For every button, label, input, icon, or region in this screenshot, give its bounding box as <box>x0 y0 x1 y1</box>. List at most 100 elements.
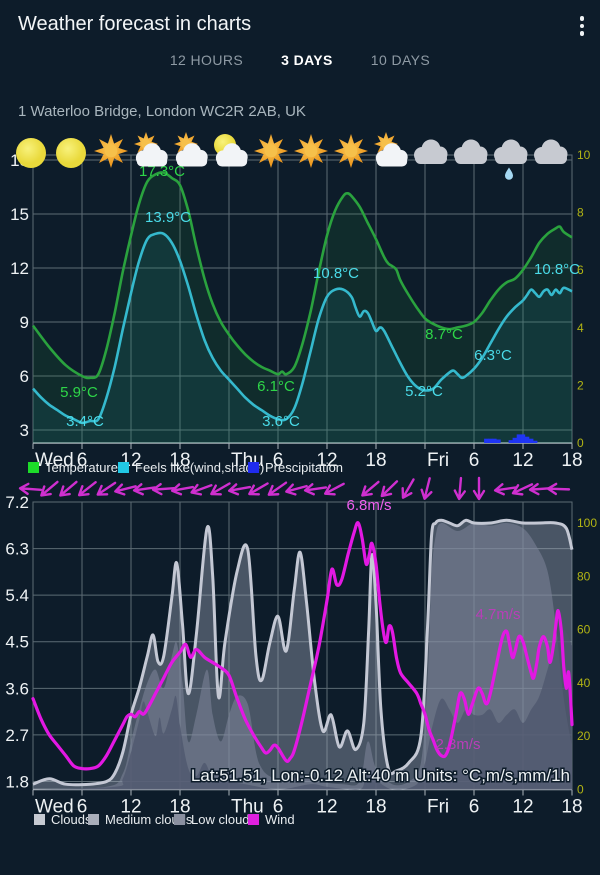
tab-3-days[interactable]: 3 DAYS <box>281 52 333 68</box>
svg-text:40: 40 <box>577 676 591 690</box>
weather-icon-disc-cloud <box>214 134 248 167</box>
tab-12-hours[interactable]: 12 HOURS <box>169 52 244 68</box>
svg-text:9: 9 <box>20 313 29 332</box>
legend-swatch <box>248 814 259 825</box>
svg-text:100: 100 <box>577 516 597 530</box>
svg-text:12: 12 <box>316 450 337 471</box>
svg-text:Wed: Wed <box>35 797 74 818</box>
legend-item-clouds: Clouds <box>34 812 91 827</box>
legend-item-feels-like-wind-shade-: Feels like(wind,shade) <box>118 460 264 475</box>
wind-direction-arrow <box>285 483 308 496</box>
svg-text:18: 18 <box>169 450 190 471</box>
svg-text:10: 10 <box>577 148 591 162</box>
overflow-menu-icon[interactable] <box>571 14 593 38</box>
legend-label: Prescipitation <box>265 460 344 475</box>
wind-direction-arrow <box>132 483 157 496</box>
wind-direction-arrow <box>248 482 269 496</box>
wind-direction-arrow <box>323 482 345 496</box>
svg-text:12: 12 <box>120 797 141 818</box>
svg-text:18: 18 <box>365 797 386 818</box>
weather-icon-drizzle <box>494 139 528 180</box>
weather-icon-sunny <box>254 134 288 168</box>
svg-text:Fri: Fri <box>427 797 449 818</box>
weather-icon-cloudy <box>414 139 448 164</box>
weather-icon-clear <box>56 138 86 168</box>
wind-direction-arrow <box>190 483 213 496</box>
svg-text:10.8°C: 10.8°C <box>534 261 580 278</box>
legend-item-wind: Wind <box>248 812 295 827</box>
svg-text:3: 3 <box>20 421 29 440</box>
svg-text:18: 18 <box>169 797 190 818</box>
svg-text:6: 6 <box>77 797 88 818</box>
svg-text:2: 2 <box>577 378 584 392</box>
wind-direction-arrow <box>59 480 78 497</box>
wind-direction-arrow <box>114 483 137 496</box>
legend-item-prescipitation: Prescipitation <box>248 460 343 475</box>
legend-label: Medium clouds <box>105 812 193 827</box>
svg-text:2.7: 2.7 <box>5 726 29 745</box>
svg-text:6: 6 <box>77 450 88 471</box>
svg-text:6: 6 <box>469 797 480 818</box>
wind-direction-arrow <box>267 481 288 496</box>
app-title: Weather forecast in charts <box>18 13 252 35</box>
tab-bar: 12 HOURS 3 DAYS 10 DAYS <box>0 52 600 68</box>
svg-text:0: 0 <box>577 783 584 797</box>
wind-direction-arrow <box>77 481 97 497</box>
svg-text:Thu: Thu <box>231 797 264 818</box>
app-bar: Weather forecast in charts <box>0 0 600 48</box>
svg-text:12: 12 <box>10 259 29 278</box>
legend-label: Low clouds <box>191 812 257 827</box>
wind-direction-arrow <box>511 483 534 496</box>
svg-text:8: 8 <box>577 206 584 220</box>
wind-direction-arrow <box>96 481 117 496</box>
svg-text:6: 6 <box>273 797 284 818</box>
svg-text:8.7°C: 8.7°C <box>425 326 463 343</box>
temperature-chart-legend: Temperature Feels like(wind,shade) Prescip… <box>0 460 600 476</box>
clouds-wind-chart-legend: Clouds Medium clouds Low clouds Wind <box>0 812 600 828</box>
svg-text:6.3°C: 6.3°C <box>474 347 512 364</box>
weather-icon-sun-cloud <box>134 132 168 167</box>
svg-text:80: 80 <box>577 569 591 583</box>
svg-text:4: 4 <box>577 321 584 335</box>
svg-text:10.8°C: 10.8°C <box>313 265 359 282</box>
legend-swatch <box>248 462 259 473</box>
wind-direction-arrow <box>546 482 571 496</box>
wind-direction-arrow <box>420 477 433 500</box>
svg-text:12: 12 <box>512 450 533 471</box>
wind-direction-arrow <box>303 483 328 496</box>
svg-text:20: 20 <box>577 729 591 743</box>
wind-direction-arrow <box>227 483 252 496</box>
location-label: 1 Waterloo Bridge, London WC2R 2AB, UK <box>18 103 306 120</box>
wind-direction-arrow <box>210 482 231 496</box>
wind-direction-arrow <box>40 480 59 497</box>
weather-icon-sunny <box>294 134 328 168</box>
svg-text:6.3: 6.3 <box>5 540 29 559</box>
legend-label: Clouds <box>51 812 92 827</box>
legend-swatch <box>34 814 45 825</box>
weather-icon-sun-cloud <box>374 132 408 167</box>
legend-label: Feels like(wind,shade) <box>135 460 265 475</box>
svg-text:3.6: 3.6 <box>5 679 29 698</box>
weather-icon-sun-cloud <box>174 132 208 167</box>
weather-icon-clear <box>16 138 46 168</box>
legend-item-low-clouds: Low clouds <box>174 812 256 827</box>
weather-icon-cloudy <box>454 139 488 164</box>
svg-text:0: 0 <box>577 436 584 450</box>
wind-direction-arrow <box>493 483 518 496</box>
legend-label: Temperature <box>45 460 118 475</box>
wind-direction-arrow <box>151 482 176 496</box>
svg-text:13.9°C: 13.9°C <box>145 209 191 226</box>
weather-icon-sunny <box>334 134 368 168</box>
wind-direction-arrow <box>361 480 380 497</box>
svg-text:7.2: 7.2 <box>5 493 29 512</box>
svg-text:12: 12 <box>316 797 337 818</box>
tab-10-days[interactable]: 10 DAYS <box>370 52 431 68</box>
svg-text:2.3m/s: 2.3m/s <box>435 736 480 753</box>
wind-direction-arrow <box>170 483 195 496</box>
svg-text:6: 6 <box>273 450 284 471</box>
wind-direction-arrow <box>453 476 467 501</box>
svg-text:6.8m/s: 6.8m/s <box>346 497 391 514</box>
legend-swatch <box>88 814 99 825</box>
svg-text:6.1°C: 6.1°C <box>257 378 295 395</box>
